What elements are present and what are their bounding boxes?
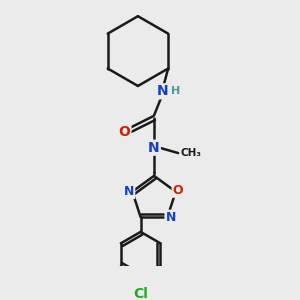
- Text: O: O: [118, 124, 130, 139]
- Text: O: O: [172, 184, 183, 197]
- Text: N: N: [148, 141, 160, 155]
- Text: CH₃: CH₃: [181, 148, 202, 158]
- Text: N: N: [124, 185, 134, 198]
- Text: Cl: Cl: [133, 286, 148, 300]
- Text: H: H: [172, 86, 181, 96]
- Text: N: N: [156, 84, 168, 98]
- Text: N: N: [166, 211, 176, 224]
